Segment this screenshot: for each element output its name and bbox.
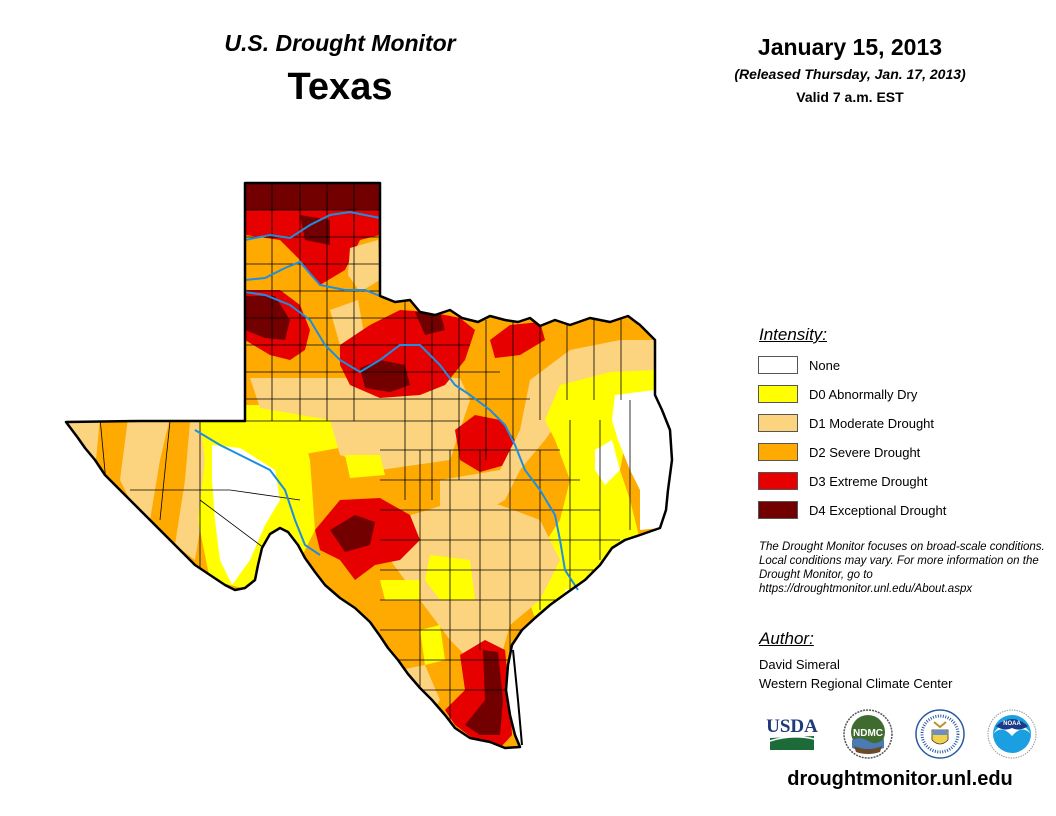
noaa-logo-text: NOAA xyxy=(1003,721,1021,727)
d4-area xyxy=(465,650,503,735)
legend-item-d2: D2 Severe Drought xyxy=(758,442,920,462)
legend-label: D4 Exceptional Drought xyxy=(809,502,947,518)
d0-area xyxy=(380,580,420,600)
d1-area xyxy=(440,340,655,520)
map-title: U.S. Drought Monitor xyxy=(224,30,456,56)
d3-area xyxy=(490,322,545,358)
legend-item-d0: D0 Abnormally Dry xyxy=(758,384,917,404)
website-url[interactable]: droughtmonitor.unl.edu xyxy=(787,768,1013,790)
legend-swatch xyxy=(758,414,798,432)
legend-title: Intensity: xyxy=(759,325,828,344)
noaa-logo: NOAA xyxy=(987,709,1037,759)
d4-area xyxy=(360,360,410,392)
usda-logo-text: USDA xyxy=(766,716,818,737)
d0-area xyxy=(420,625,445,665)
author-heading: Author: xyxy=(759,629,814,648)
legend-swatch xyxy=(758,501,798,519)
d1-area xyxy=(330,300,365,345)
d1-area xyxy=(348,240,380,292)
legend-item-d1: D1 Moderate Drought xyxy=(758,413,934,433)
d3-area xyxy=(245,210,380,285)
ndmc-logo: NDMC xyxy=(843,709,893,759)
drought-areas xyxy=(66,183,672,748)
d4-area xyxy=(415,312,445,335)
padre-island xyxy=(512,649,523,746)
brazos-river xyxy=(244,291,579,591)
doc-logo xyxy=(915,709,965,759)
texas-outline xyxy=(64,181,674,750)
legend-item-d4: D4 Exceptional Drought xyxy=(758,500,946,520)
d4-area xyxy=(330,515,375,552)
legend-label: None xyxy=(809,357,841,373)
valid-time: Valid 7 a.m. EST xyxy=(796,89,904,105)
d1-area xyxy=(250,378,470,470)
none-area xyxy=(595,440,620,485)
legend-swatch xyxy=(758,472,798,490)
legend-label: D1 Moderate Drought xyxy=(809,415,935,431)
map-date: January 15, 2013 xyxy=(757,34,943,60)
legend-label: D3 Extreme Drought xyxy=(809,473,928,489)
legend-swatch xyxy=(758,443,798,461)
red-river-fork xyxy=(244,260,381,297)
legend-swatch xyxy=(758,385,798,403)
legend-swatch xyxy=(758,356,798,374)
legend-item-none: None xyxy=(758,355,840,375)
pecos-river xyxy=(194,429,321,556)
legend-item-d3: D3 Extreme Drought xyxy=(758,471,928,491)
canadian-river xyxy=(244,210,381,241)
d1-area xyxy=(120,418,170,520)
author-organization: Western Regional Climate Center xyxy=(759,676,953,691)
release-date: (Released Thursday, Jan. 17, 2013) xyxy=(734,66,966,82)
legend-label: D0 Abnormally Dry xyxy=(809,386,918,402)
author-name: David Simeral xyxy=(759,657,840,672)
d4-area xyxy=(300,215,330,245)
legend-label: D2 Severe Drought xyxy=(809,444,921,460)
state-name: Texas xyxy=(287,66,393,108)
none-area xyxy=(612,390,672,530)
disclaimer-note: The Drought Monitor focuses on broad-sca… xyxy=(759,541,1045,595)
texas-drought-map xyxy=(64,181,674,750)
county-lines xyxy=(99,183,631,720)
d3-area xyxy=(455,415,515,472)
d0-area xyxy=(345,455,385,478)
none-area xyxy=(212,445,280,585)
usda-logo: USDA xyxy=(766,716,818,750)
d1-area xyxy=(175,422,205,560)
ndmc-logo-text: NDMC xyxy=(853,728,883,739)
rivers xyxy=(194,210,579,591)
